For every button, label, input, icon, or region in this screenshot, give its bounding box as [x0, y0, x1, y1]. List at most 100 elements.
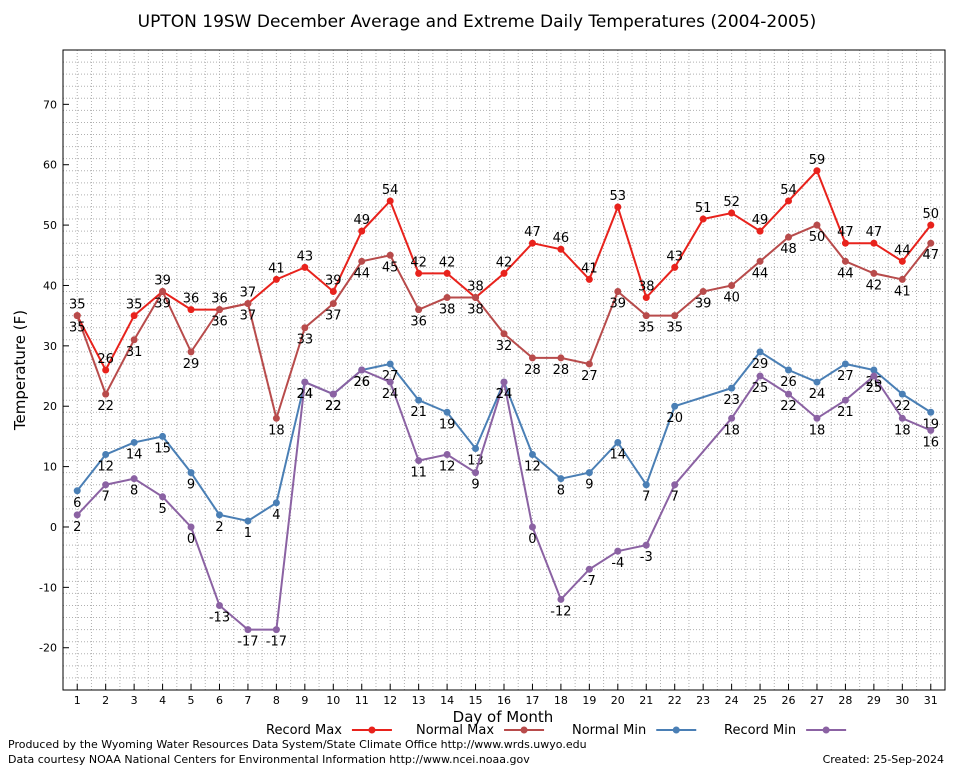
data-point [614, 438, 622, 446]
data-label: 7 [671, 490, 679, 505]
data-label: 28 [553, 363, 570, 378]
series-normal-max: 35 22 31 39 29 36 37 18 33 37 44 45 36 38 38 32 28 28 27 39… [69, 221, 939, 438]
data-label: 28 [524, 363, 541, 378]
data-point [102, 366, 110, 374]
data-label: 47 [866, 225, 883, 240]
x-tick-label: 8 [273, 694, 280, 707]
data-point [102, 390, 110, 398]
y-tick-label: 30 [43, 340, 57, 353]
data-label: 7 [642, 490, 650, 505]
data-point [898, 275, 906, 283]
data-label: 42 [496, 255, 513, 270]
x-tick-label: 28 [838, 694, 852, 707]
data-point [699, 215, 707, 223]
data-point [272, 414, 280, 422]
data-label: 31 [126, 345, 143, 360]
data-label: 4 [272, 508, 280, 523]
data-label: 48 [780, 242, 797, 257]
data-label: 15 [154, 441, 171, 456]
data-point [500, 378, 508, 386]
data-point [415, 457, 423, 465]
data-label: 23 [723, 393, 740, 408]
data-point [585, 360, 593, 368]
data-label: -12 [550, 604, 571, 619]
data-label: 39 [154, 274, 171, 289]
data-label: 18 [723, 423, 740, 438]
chart-title: UPTON 19SW December Average and Extreme … [138, 12, 817, 32]
data-label: 12 [97, 460, 114, 475]
x-tick-label: 22 [668, 694, 682, 707]
data-label: 27 [837, 369, 854, 384]
data-point [358, 227, 366, 235]
data-label: 8 [130, 484, 138, 499]
data-label: 8 [557, 484, 565, 499]
legend-swatch-marker [822, 726, 830, 734]
data-label: 9 [187, 478, 195, 493]
data-label: 37 [240, 309, 257, 324]
data-label: 26 [780, 375, 797, 390]
data-point [159, 493, 167, 501]
x-tick-label: 24 [725, 694, 739, 707]
data-point [272, 499, 280, 507]
data-point [215, 511, 223, 519]
data-point [585, 469, 593, 477]
data-point [301, 324, 309, 332]
data-label: 35 [126, 298, 143, 313]
data-label: 19 [439, 417, 456, 432]
data-label: 38 [439, 303, 456, 318]
data-label: 25 [866, 381, 883, 396]
data-point [528, 354, 536, 362]
x-tick-label: 4 [159, 694, 166, 707]
data-point [443, 451, 451, 459]
data-label: 14 [610, 447, 627, 462]
data-label: 41 [268, 261, 285, 276]
x-tick-label: 11 [355, 694, 369, 707]
data-label: 47 [524, 225, 541, 240]
data-label: 51 [695, 201, 712, 216]
data-label: 44 [894, 243, 911, 258]
data-label: 9 [585, 478, 593, 493]
y-tick-label: -20 [39, 642, 57, 655]
data-label: 42 [439, 255, 456, 270]
data-point [130, 336, 138, 344]
data-point [301, 378, 309, 386]
data-point [699, 288, 707, 296]
data-point [557, 354, 565, 362]
data-point [73, 487, 81, 495]
data-point [187, 469, 195, 477]
x-tick-label: 9 [301, 694, 308, 707]
x-tick-label: 31 [924, 694, 938, 707]
data-point [472, 444, 480, 452]
data-point [585, 565, 593, 573]
grid [62, 49, 946, 691]
data-point [130, 475, 138, 483]
data-point [898, 257, 906, 265]
data-label: 35 [666, 321, 683, 336]
data-point [187, 306, 195, 314]
data-point [386, 197, 394, 205]
y-tick-label: 50 [43, 219, 57, 232]
data-point [272, 626, 280, 634]
data-label: 11 [410, 466, 427, 481]
data-label: -17 [237, 635, 258, 650]
data-label: 33 [297, 333, 314, 348]
x-tick-label: 7 [244, 694, 251, 707]
data-point [329, 288, 337, 296]
data-point [187, 523, 195, 531]
data-point [585, 275, 593, 283]
x-tick-label: 12 [383, 694, 397, 707]
data-label: 22 [325, 399, 342, 414]
y-tick-label: 40 [43, 279, 57, 292]
data-label: 21 [837, 405, 854, 420]
legend-label: Normal Min [572, 723, 646, 738]
y-tick-label: 20 [43, 400, 57, 413]
data-point [73, 312, 81, 320]
data-point [728, 281, 736, 289]
data-point [841, 396, 849, 404]
data-point [557, 475, 565, 483]
data-label: 12 [524, 460, 541, 475]
data-label: 49 [353, 213, 370, 228]
data-label: 26 [97, 352, 114, 367]
legend-label: Normal Max [416, 723, 494, 738]
legend-swatch-marker [368, 726, 376, 734]
